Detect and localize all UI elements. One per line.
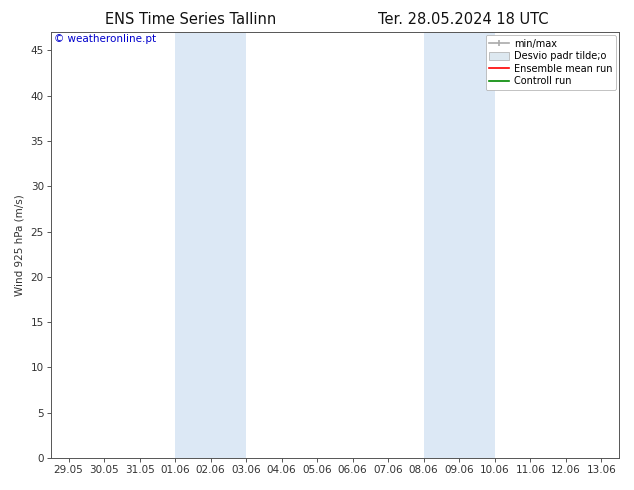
Legend: min/max, Desvio padr tilde;o, Ensemble mean run, Controll run: min/max, Desvio padr tilde;o, Ensemble m… [486, 35, 616, 90]
Text: © weatheronline.pt: © weatheronline.pt [54, 34, 156, 44]
Bar [424, 32, 495, 458]
Bar [175, 32, 246, 458]
Text: ENS Time Series Tallinn: ENS Time Series Tallinn [105, 12, 276, 27]
Y-axis label: Wind 925 hPa (m/s): Wind 925 hPa (m/s) [15, 194, 25, 296]
Text: Ter. 28.05.2024 18 UTC: Ter. 28.05.2024 18 UTC [378, 12, 548, 27]
